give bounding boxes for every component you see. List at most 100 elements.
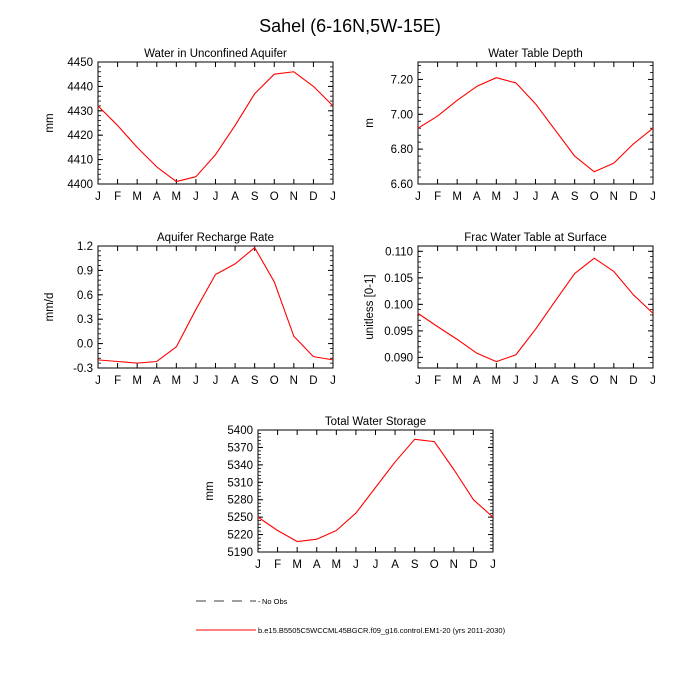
chart-4-ytick-label: 0.090 bbox=[384, 352, 413, 364]
chart-2-xtick-label: M bbox=[492, 191, 502, 203]
chart-2-frame bbox=[417, 61, 654, 185]
chart-1-ytick-label: 4420 bbox=[67, 130, 93, 142]
chart-3-xtick-label: J bbox=[193, 375, 199, 387]
chart-2-ylabel: m bbox=[364, 118, 376, 128]
chart-4-frame bbox=[417, 245, 654, 369]
chart-4-xtick-label: J bbox=[415, 375, 421, 387]
legend-model-label: b.e15.B5505C5WCCML45BGCR.f09_g16.control… bbox=[258, 626, 506, 635]
chart-2-xtick-label: A bbox=[473, 191, 481, 203]
chart-1-xtick-label: J bbox=[193, 191, 199, 203]
chart-3-ytick-label: -0.3 bbox=[73, 363, 93, 375]
chart-5-ytick-label: 5370 bbox=[227, 442, 253, 454]
chart-4-xtick-label: F bbox=[434, 375, 441, 387]
chart-3-ytick-label: 0.0 bbox=[77, 339, 93, 351]
chart-2-xtick-label: S bbox=[571, 191, 579, 203]
chart-4-ytick-label: 0.105 bbox=[384, 273, 413, 285]
chart-3-xtick-label: M bbox=[172, 375, 182, 387]
chart-5-frame bbox=[257, 429, 494, 553]
chart-2-ytick-label: 7.20 bbox=[391, 74, 413, 86]
chart-5-ytick-label: 5310 bbox=[227, 477, 253, 489]
chart-3-series-line bbox=[97, 247, 334, 364]
chart-5-xtick-label: M bbox=[332, 559, 342, 571]
chart-2-xtick-label: J bbox=[533, 191, 539, 203]
chart-2-xtick-label: J bbox=[650, 191, 656, 203]
chart-5-series-line bbox=[257, 438, 494, 543]
chart-5-xtick-label: O bbox=[430, 559, 439, 571]
chart-4: Frac Water Table at Surface unitless [0-1… bbox=[364, 232, 656, 387]
legend-obs-label: No Obs bbox=[262, 597, 288, 606]
chart-3-xtick-label: D bbox=[309, 375, 317, 387]
chart-2-xtick-label: J bbox=[513, 191, 519, 203]
chart-2-xtick-label: M bbox=[452, 191, 462, 203]
chart-5-ytick-label: 5400 bbox=[227, 425, 253, 437]
chart-3-ytick-label: 0.6 bbox=[77, 290, 93, 302]
chart-1-xtick-label: J bbox=[330, 191, 336, 203]
chart-4-xtick-label: M bbox=[492, 375, 502, 387]
chart-2-xtick-label: J bbox=[415, 191, 421, 203]
chart-1-xtick-label: M bbox=[132, 191, 142, 203]
chart-3-xtick-label: A bbox=[153, 375, 161, 387]
chart-1-ytick-label: 4400 bbox=[67, 179, 93, 191]
chart-5-ytick-label: 5190 bbox=[227, 547, 253, 559]
chart-3-xtick-label: S bbox=[251, 375, 259, 387]
chart-4-xtick-label: D bbox=[629, 375, 637, 387]
chart-3-ylabel: mm/d bbox=[44, 293, 56, 322]
chart-3-xtick-label: M bbox=[132, 375, 142, 387]
chart-2-title: Water Table Depth bbox=[488, 48, 583, 60]
chart-4-ylabel: unitless [0-1] bbox=[364, 274, 376, 339]
chart-1-xtick-label: M bbox=[172, 191, 182, 203]
legend: - No Obs b.e15.B5505C5WCCML45BGCR.f09_g1… bbox=[196, 597, 506, 635]
chart-5-xtick-label: J bbox=[490, 559, 496, 571]
legend-obs-dash: - bbox=[258, 597, 261, 606]
chart-3-ytick-label: 0.3 bbox=[77, 314, 93, 326]
chart-2-ytick-label: 6.60 bbox=[391, 179, 413, 191]
chart-5-xtick-label: S bbox=[411, 559, 419, 571]
chart-1-xtick-label: A bbox=[231, 191, 239, 203]
chart-5-xtick-label: N bbox=[450, 559, 458, 571]
chart-1-frame bbox=[97, 61, 334, 185]
chart-1-ylabel: mm bbox=[44, 113, 56, 132]
chart-3-xtick-label: J bbox=[330, 375, 336, 387]
chart-4-xtick-label: N bbox=[610, 375, 618, 387]
chart-1-xtick-label: J bbox=[213, 191, 219, 203]
chart-3-ytick-label: 1.2 bbox=[77, 241, 93, 253]
chart-5-xtick-label: J bbox=[373, 559, 379, 571]
chart-1-xtick-label: A bbox=[153, 191, 161, 203]
chart-3-xtick-label: J bbox=[213, 375, 219, 387]
chart-3-xtick-label: F bbox=[114, 375, 121, 387]
chart-4-ytick-label: 0.110 bbox=[385, 246, 413, 258]
chart-2-xtick-label: O bbox=[590, 191, 599, 203]
chart-4-ytick-label: 0.095 bbox=[384, 326, 413, 338]
chart-4-xtick-label: J bbox=[533, 375, 539, 387]
chart-1-xtick-label: J bbox=[95, 191, 101, 203]
chart-4-xtick-label: A bbox=[473, 375, 481, 387]
chart-2-xtick-label: A bbox=[551, 191, 559, 203]
chart-4-xtick-label: A bbox=[551, 375, 559, 387]
chart-4-xtick-label: J bbox=[650, 375, 656, 387]
chart-5-ytick-label: 5280 bbox=[227, 495, 253, 507]
chart-5-ytick-label: 5220 bbox=[227, 530, 253, 542]
chart-1-ytick-label: 4430 bbox=[67, 106, 93, 118]
chart-5-xtick-label: J bbox=[255, 559, 261, 571]
chart-5-xtick-label: M bbox=[292, 559, 302, 571]
chart-2-ytick-label: 7.00 bbox=[391, 109, 413, 121]
chart-3-title: Aquifer Recharge Rate bbox=[157, 232, 274, 244]
chart-2-series-line bbox=[417, 77, 654, 173]
chart-3-ytick-label: 0.9 bbox=[77, 265, 93, 277]
chart-1-series-line bbox=[97, 71, 334, 183]
chart-3-xtick-label: N bbox=[290, 375, 298, 387]
chart-4-ytick-label: 0.100 bbox=[384, 299, 413, 311]
chart-5-xtick-label: A bbox=[391, 559, 399, 571]
chart-3-frame bbox=[97, 245, 334, 369]
chart-1-ytick-label: 4410 bbox=[67, 155, 93, 167]
chart-3-xtick-label: O bbox=[270, 375, 279, 387]
chart-5-xtick-label: J bbox=[353, 559, 359, 571]
chart-1-ytick-label: 4440 bbox=[67, 81, 93, 93]
chart-1-xtick-label: F bbox=[114, 191, 121, 203]
chart-1-xtick-label: S bbox=[251, 191, 259, 203]
